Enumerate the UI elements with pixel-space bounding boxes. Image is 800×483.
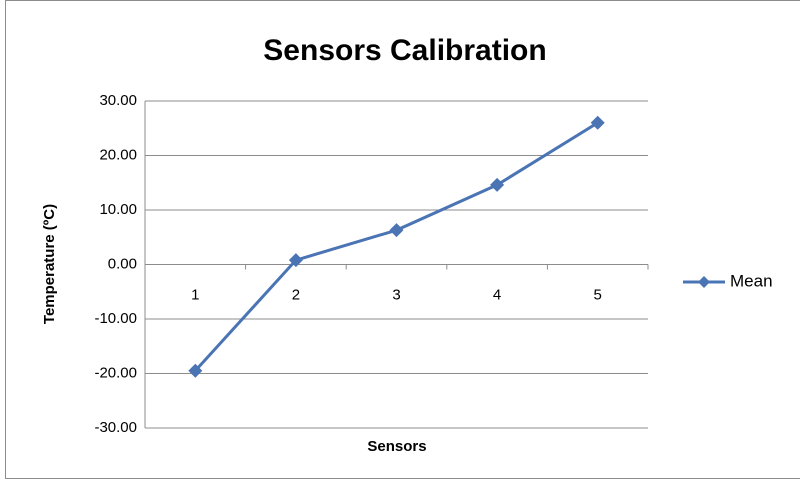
- x-tick-label: 4: [493, 286, 501, 303]
- marker: [590, 115, 605, 130]
- y-tick-label: 10.00: [99, 201, 137, 218]
- y-tick-label: 0.00: [108, 255, 137, 272]
- x-tick-label: 2: [292, 286, 300, 303]
- y-tick-label: -20.00: [94, 364, 137, 381]
- x-tick-label: 1: [191, 286, 199, 303]
- legend-label: Mean: [730, 271, 773, 290]
- chart-title: Sensors Calibration: [263, 34, 546, 67]
- chart-border: [5, 0, 800, 479]
- y-tick-label: 30.00: [99, 92, 137, 109]
- x-tick-label: 3: [392, 286, 400, 303]
- y-tick-label: 20.00: [99, 146, 137, 163]
- marker: [288, 253, 303, 268]
- marker: [490, 177, 505, 192]
- x-tick-label: 5: [594, 286, 602, 303]
- y-tick-label: -30.00: [94, 419, 137, 436]
- x-axis-title: Sensors: [367, 438, 426, 455]
- legend-marker: [698, 276, 710, 288]
- y-axis-title: Temperature (ºC): [41, 204, 58, 324]
- marker: [389, 223, 404, 238]
- marker: [188, 363, 203, 378]
- y-tick-label: -10.00: [94, 310, 137, 327]
